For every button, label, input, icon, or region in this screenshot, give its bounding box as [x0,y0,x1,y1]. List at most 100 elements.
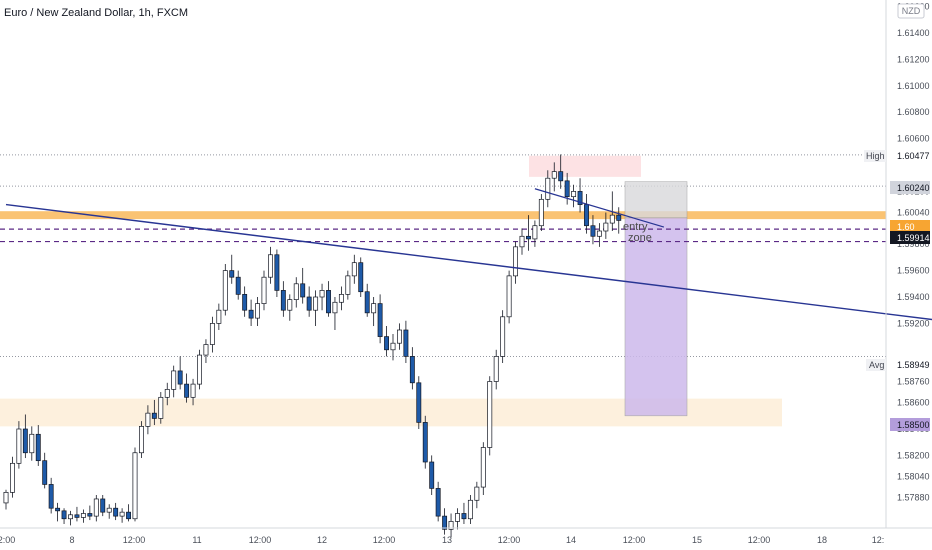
candle-body[interactable] [409,356,415,384]
stop-loss-box[interactable] [624,181,688,219]
candle-body[interactable] [332,301,338,314]
candle-body[interactable] [513,246,519,277]
candle-body[interactable] [558,171,564,182]
candle-body[interactable] [326,290,331,314]
candle-body[interactable] [616,214,622,221]
time-axis[interactable]: 12:00 8 12:00 11 12:00 12 12:00 13 12:00 14 12:00 1… [0,535,884,545]
candle-body[interactable] [48,484,54,509]
candle-body[interactable] [397,329,402,344]
candle-body[interactable] [35,433,41,462]
candle-body[interactable] [61,510,67,520]
candle-body[interactable] [177,370,183,385]
candle-body[interactable] [603,222,609,232]
candle-body[interactable] [390,342,396,351]
candle-body[interactable] [113,507,119,517]
candle-body[interactable] [87,513,93,517]
candle-body[interactable] [151,412,157,419]
candle-body[interactable] [571,191,577,198]
candle-body[interactable] [596,230,602,237]
candle-body[interactable] [171,370,177,390]
candle-body[interactable] [100,498,106,513]
candle-body[interactable] [422,422,428,463]
candle-body[interactable] [474,486,480,501]
candle-body[interactable] [80,513,86,518]
candle-body[interactable] [435,488,441,517]
candle-body[interactable] [293,283,299,300]
candle-body[interactable] [268,254,273,278]
candle-body[interactable] [500,316,506,357]
candle-body[interactable] [448,521,454,530]
candle-body[interactable] [280,290,286,311]
candle-body[interactable] [248,309,254,319]
candle-body[interactable] [384,336,390,351]
candle-body[interactable] [55,507,61,512]
candle-body[interactable] [242,294,248,311]
candle-body[interactable] [229,270,235,278]
candle-body[interactable] [222,270,228,311]
candle-body[interactable] [300,283,306,298]
candle-body[interactable] [203,344,209,356]
candle-body[interactable] [93,498,99,517]
take-profit-box[interactable] [624,217,688,417]
candle-body[interactable] [3,492,9,504]
candle-body[interactable] [538,198,544,227]
candle-body[interactable] [10,462,15,493]
candle-body[interactable] [22,428,28,454]
candle-body[interactable] [42,460,48,485]
local-trendline[interactable] [534,188,665,228]
candle-body[interactable] [551,171,557,179]
currency-badge[interactable]: NZD [897,3,925,19]
candle-body[interactable] [29,433,35,454]
candle-body[interactable] [274,254,280,291]
candle-body[interactable] [145,412,151,427]
candle-body[interactable] [519,235,525,248]
candle-body[interactable] [68,514,73,520]
candle-body[interactable] [119,511,125,517]
candle-body[interactable] [74,514,80,518]
candle-body[interactable] [493,356,499,382]
candle-body[interactable] [403,329,409,357]
candle-body[interactable] [532,225,538,240]
candle-body[interactable] [487,381,493,448]
candle-body[interactable] [255,303,260,319]
candle-body[interactable] [429,461,435,489]
candle-body[interactable] [345,275,351,295]
candle-body[interactable] [609,214,615,224]
candle-body[interactable] [525,235,531,240]
candle-body[interactable] [455,513,460,522]
candle-body[interactable] [416,382,422,423]
candle-body[interactable] [371,303,377,314]
candle-body[interactable] [351,262,357,277]
candle-body[interactable] [338,294,344,303]
candle-body[interactable] [235,276,241,295]
candle-body[interactable] [158,396,164,419]
descending-trendline[interactable] [5,203,932,333]
candle-body[interactable] [590,225,596,237]
candle-body[interactable] [577,191,583,205]
candle-body[interactable] [313,296,319,311]
candle-body[interactable] [164,389,170,398]
candle-body[interactable] [190,383,196,398]
candle-body[interactable] [184,383,190,398]
candle-body[interactable] [139,426,144,454]
candle-body[interactable] [132,452,138,520]
candle-body[interactable] [287,299,293,311]
candle-body[interactable] [467,499,473,520]
candle-body[interactable] [480,447,486,488]
supply-zone[interactable] [529,155,641,177]
candle-body[interactable] [261,276,267,304]
candle-body[interactable] [106,507,112,513]
candle-body[interactable] [358,262,364,293]
candle-body[interactable] [545,177,551,200]
candle-body[interactable] [216,309,222,324]
candle-body[interactable] [306,296,312,311]
candle-body[interactable] [442,515,448,530]
candle-body[interactable] [506,275,512,318]
entry-level-band[interactable] [0,211,886,220]
candle-body[interactable] [319,290,325,298]
candle-body[interactable] [584,204,589,227]
candle-body[interactable] [364,291,370,314]
candle-body[interactable] [209,323,215,345]
candle-body[interactable] [377,303,383,337]
